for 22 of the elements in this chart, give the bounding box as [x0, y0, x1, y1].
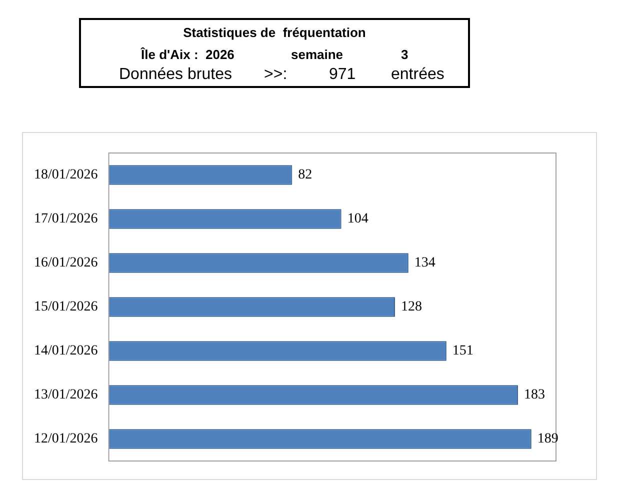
data-label: 134	[414, 256, 436, 271]
chart-title: Statistiques de fréquentation	[182, 25, 367, 40]
text: Île d'Aix : 2026	[141, 47, 234, 62]
y-tick-label: 17/01/2026	[34, 212, 98, 227]
text: >>:	[264, 66, 288, 84]
y-tick-label: 14/01/2026	[34, 344, 98, 359]
y-tick-label: 16/01/2026	[34, 256, 98, 271]
y-tick-label: 18/01/2026	[34, 168, 98, 183]
y-tick-label: 13/01/2026	[34, 388, 98, 403]
text: entrées	[391, 66, 444, 84]
text: Données brutes	[119, 66, 232, 84]
data-label: 183	[524, 388, 545, 403]
data-label: 128	[401, 300, 422, 315]
data-label: 104	[347, 212, 368, 227]
y-tick-label: 12/01/2026	[34, 432, 98, 447]
data-label: 189	[537, 432, 558, 447]
text: 3	[401, 47, 408, 62]
text: 971	[329, 66, 356, 84]
y-tick-label: 15/01/2026	[34, 300, 98, 315]
data-label: 151	[452, 344, 474, 359]
text: semaine	[291, 47, 344, 62]
data-label: 82	[298, 168, 312, 183]
